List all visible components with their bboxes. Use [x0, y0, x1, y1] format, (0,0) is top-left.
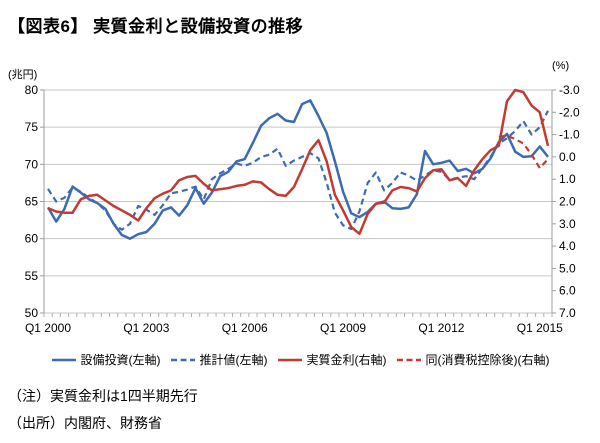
right-axis-tick-label: -3.0 — [559, 83, 580, 97]
right-axis-tick-label: -2.0 — [559, 105, 580, 119]
x-axis-tick-label: Q1 2006 — [222, 321, 268, 335]
right-axis-tick-label: 7.0 — [559, 306, 576, 320]
chart-note: （注）実質金利は1四半期先行 — [8, 388, 198, 404]
left-axis-tick-label: 55 — [25, 269, 39, 283]
series-line-0 — [46, 99, 549, 240]
x-axis-tick-label: Q1 2015 — [517, 321, 563, 335]
right-axis-tick-label: 0.0 — [559, 150, 576, 164]
right-axis-unit-label: (%) — [552, 60, 570, 72]
legend-item-3: 同(消費税控除後)(右軸) — [396, 351, 550, 368]
legend-item-1: 推計値(左軸) — [170, 351, 268, 368]
x-axis-tick-label: Q1 2009 — [320, 321, 366, 335]
legend-swatch-solid-line — [51, 358, 76, 361]
chart-source: （出所）内閣府、財務省 — [8, 415, 162, 431]
chart-legend: 設備投資(左軸) 推計値(左軸) 実質金利(右軸) 同(消費税控除後)(右軸) — [0, 351, 600, 368]
legend-swatch-dashed-line — [170, 358, 195, 361]
legend-item-0: 設備投資(左軸) — [51, 351, 161, 368]
legend-item-label: 同(消費税控除後)(右軸) — [425, 353, 550, 367]
right-axis-tick-label: 3.0 — [559, 217, 576, 231]
right-axis-tick-label: 4.0 — [559, 239, 576, 253]
legend-swatch-solid-line — [277, 358, 302, 361]
series-line-1 — [47, 110, 549, 231]
left-axis-tick-label: 65 — [25, 195, 39, 209]
right-axis-tick-label: 2.0 — [559, 195, 576, 209]
series-line-2 — [47, 88, 550, 236]
legend-item-2: 実質金利(右軸) — [277, 351, 387, 368]
legend-swatch-dashed-line — [396, 358, 421, 361]
x-axis-tick-label: Q1 2003 — [123, 321, 169, 335]
chart-title: 【図表6】 実質金利と設備投資の推移 — [8, 17, 304, 36]
right-axis-tick-label: 5.0 — [559, 261, 576, 275]
legend-item-label: 推計値(左軸) — [199, 353, 268, 367]
series-line-3 — [498, 134, 549, 170]
left-axis-tick-label: 80 — [25, 83, 39, 97]
left-axis-tick-label: 75 — [25, 120, 39, 134]
left-axis-tick-label: 50 — [25, 306, 39, 320]
legend-item-label: 設備投資(左軸) — [80, 353, 161, 367]
left-axis-unit-label: (兆円) — [8, 69, 38, 81]
right-axis-tick-label: 1.0 — [559, 172, 576, 186]
left-axis-tick-label: 70 — [25, 157, 39, 171]
right-axis-tick-label: 6.0 — [559, 284, 576, 298]
x-axis-tick-label: Q1 2000 — [25, 321, 71, 335]
right-axis-tick-label: -1.0 — [559, 128, 580, 142]
x-axis-tick-label: Q1 2012 — [418, 321, 464, 335]
legend-item-label: 実質金利(右軸) — [306, 353, 387, 367]
line-chart-plot-area: 80 75 70 65 60 55 50 -3.0 -2.0 -1.0 0.0 1.0 2.0 3.0 4.… — [25, 83, 580, 335]
left-axis-tick-label: 60 — [25, 232, 39, 246]
